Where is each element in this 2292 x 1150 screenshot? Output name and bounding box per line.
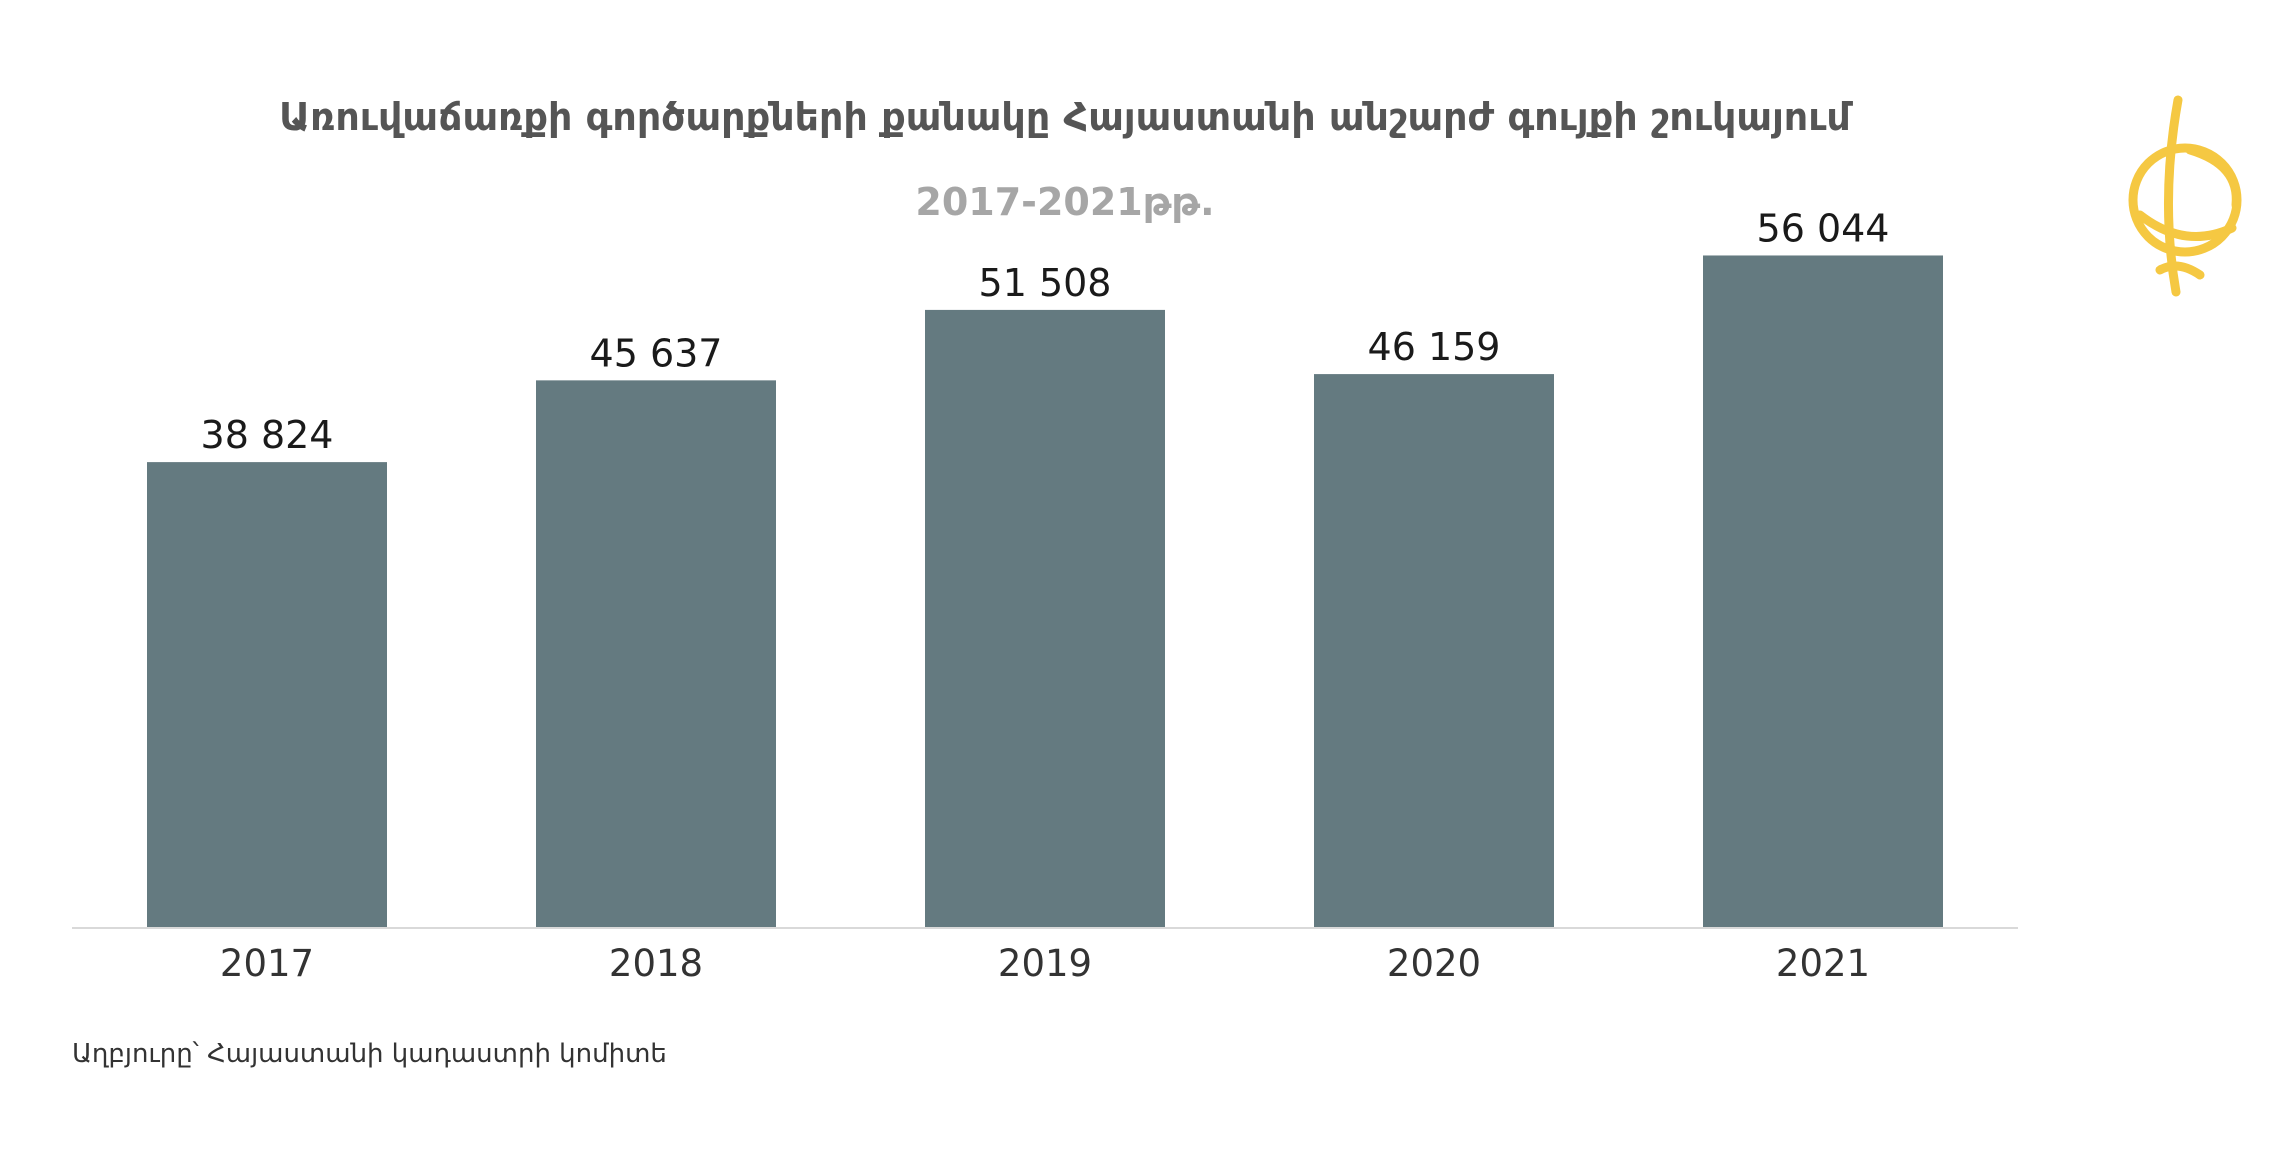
value-label-2017: 38 824 — [201, 413, 334, 457]
bar-2021 — [1703, 255, 1943, 929]
x-tick-2019: 2019 — [998, 942, 1092, 985]
x-tick-2020: 2020 — [1387, 942, 1481, 985]
value-label-2021: 56 044 — [1757, 206, 1890, 250]
x-tick-2021: 2021 — [1776, 942, 1870, 985]
bar-2017 — [147, 462, 387, 928]
globe-logo-icon — [2128, 95, 2242, 297]
x-tick-2018: 2018 — [609, 942, 703, 985]
chart-subtitle: 2017-2021թթ. — [915, 180, 1214, 224]
value-labels-group: 38 824 45 637 51 508 46 159 56 044 — [201, 206, 1890, 457]
bar-2020 — [1314, 374, 1554, 928]
value-label-2018: 45 637 — [590, 331, 723, 375]
source-note: Աղբյուրը՝ Հայաստանի կադաստրի կոմիտե — [72, 1039, 667, 1069]
x-tick-2017: 2017 — [220, 942, 314, 985]
chart-title: Առուվաճառքի գործարքների քանակը Հայաստանի… — [279, 95, 1853, 139]
x-ticks-group: 2017 2018 2019 2020 2021 — [220, 942, 1870, 985]
value-label-2019: 51 508 — [979, 261, 1112, 305]
bar-2019 — [925, 309, 1165, 928]
value-label-2020: 46 159 — [1368, 325, 1501, 369]
bars-group — [147, 255, 1943, 929]
bar-2018 — [536, 380, 776, 929]
